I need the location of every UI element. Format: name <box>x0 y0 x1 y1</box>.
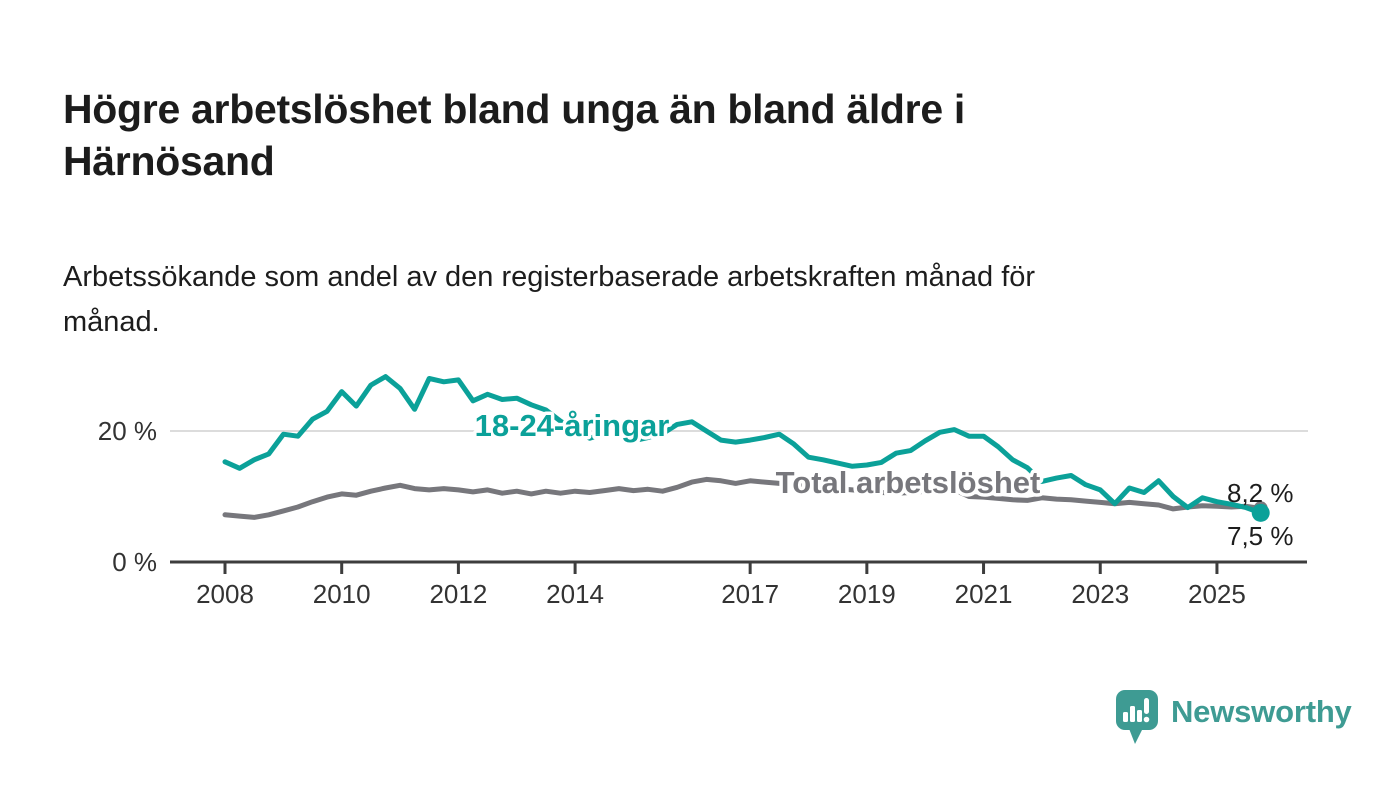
series-label-youth: 18-24-åringar <box>475 408 670 443</box>
chart-subtitle-line-1: Arbetssökande som andel av den registerb… <box>63 261 1036 293</box>
chart-title: Högre arbetslöshet bland unga än bland ä… <box>63 83 1243 187</box>
x-tick-label: 2025 <box>1188 579 1246 609</box>
x-tick-label: 2010 <box>313 579 371 609</box>
x-tick-label: 2012 <box>429 579 487 609</box>
chart-subtitle-line-2: månad. <box>63 306 160 338</box>
y-tick-label: 0 % <box>112 547 157 577</box>
newsworthy-logo-text: Newsworthy <box>1171 694 1352 729</box>
line-chart: 0 % 20 % 2008 2010 2012 2014 2017 2019 2021 2023 2… <box>98 374 1308 609</box>
x-tick-label: 2014 <box>546 579 604 609</box>
x-tick-label: 2021 <box>955 579 1013 609</box>
end-value-label-youth: 7,5 % <box>1227 521 1294 551</box>
y-tick-label: 20 % <box>98 416 157 446</box>
series-end-dot-youth <box>1251 503 1270 522</box>
end-value-label-total: 8,2 % <box>1227 478 1294 508</box>
newsworthy-logo-icon <box>1116 690 1158 744</box>
x-tick-label: 2023 <box>1071 579 1129 609</box>
x-tick-label: 2019 <box>838 579 896 609</box>
newsworthy-logo[interactable]: Newsworthy <box>1114 688 1352 746</box>
series-line-youth <box>222 374 1264 516</box>
chart-title-line-1: Högre arbetslöshet bland unga än bland ä… <box>63 86 966 133</box>
series-line-total <box>222 476 1264 520</box>
series-label-total: Total arbetslöshet <box>776 465 1041 500</box>
x-tick-label: 2017 <box>721 579 779 609</box>
chart-title-line-2: Härnösand <box>63 138 275 185</box>
x-tick-label: 2008 <box>196 579 254 609</box>
chart-subtitle: Arbetssökande som andel av den registerb… <box>63 255 1263 345</box>
